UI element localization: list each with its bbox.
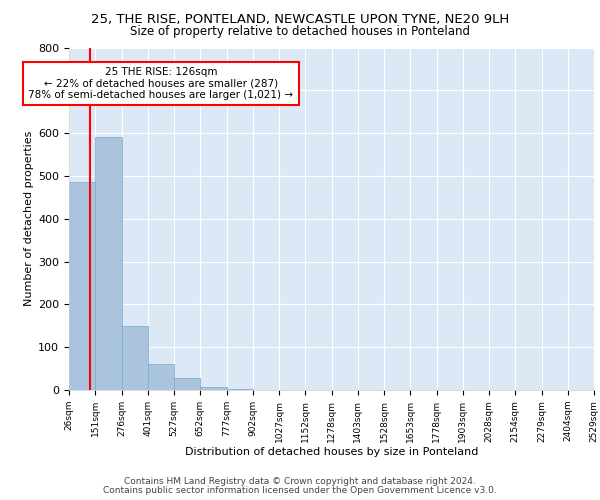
Text: Contains HM Land Registry data © Crown copyright and database right 2024.: Contains HM Land Registry data © Crown c… (124, 477, 476, 486)
Text: Size of property relative to detached houses in Ponteland: Size of property relative to detached ho… (130, 25, 470, 38)
Bar (200, 386, 227, 390)
Text: Contains public sector information licensed under the Open Government Licence v3: Contains public sector information licen… (103, 486, 497, 495)
Bar (69, 182, 95, 390)
Bar (227, 389, 253, 390)
Bar (174, 378, 200, 390)
Bar (121, 326, 148, 390)
Text: 25 THE RISE: 126sqm
← 22% of detached houses are smaller (287)
78% of semi-detac: 25 THE RISE: 126sqm ← 22% of detached ho… (28, 67, 293, 100)
X-axis label: Distribution of detached houses by size in Ponteland: Distribution of detached houses by size … (185, 448, 478, 458)
Bar (95, 138, 121, 390)
Bar (148, 364, 174, 390)
Text: 25, THE RISE, PONTELAND, NEWCASTLE UPON TYNE, NE20 9LH: 25, THE RISE, PONTELAND, NEWCASTLE UPON … (91, 12, 509, 26)
Y-axis label: Number of detached properties: Number of detached properties (24, 131, 34, 306)
